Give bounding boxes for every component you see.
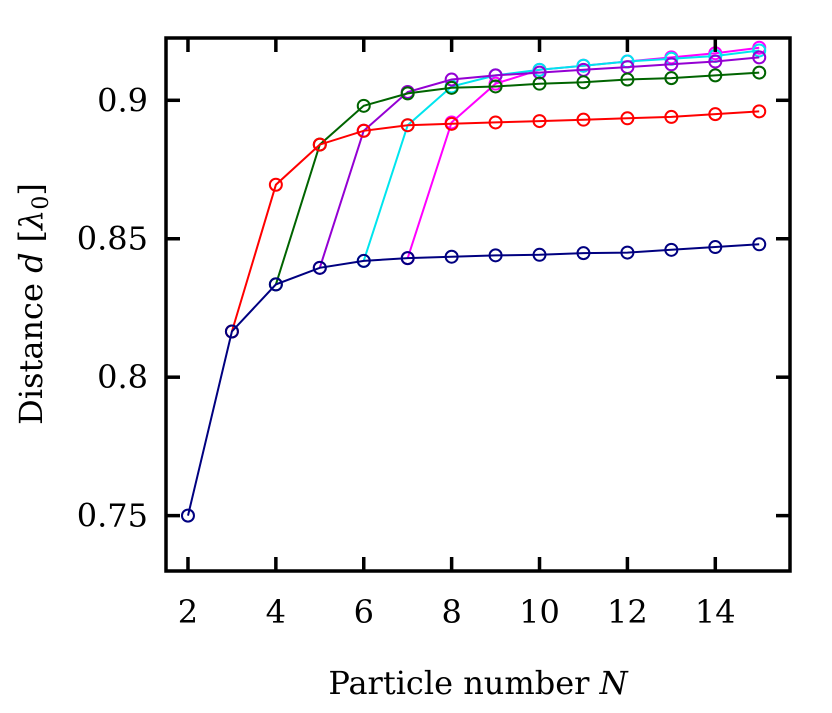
tick-label-layer: 2 4 6 8 10 12 14 0.75 0.8 0.85 0.9	[77, 81, 736, 631]
tick-layer	[166, 38, 790, 571]
data-point	[312, 260, 327, 275]
data-point	[400, 86, 415, 101]
series-line	[187, 243, 760, 516]
data-point	[664, 57, 679, 72]
plot-frame	[164, 36, 792, 573]
series-line	[362, 49, 760, 262]
data-point	[752, 237, 767, 252]
data-point	[576, 75, 591, 90]
series-line	[230, 110, 760, 332]
data-point	[488, 79, 503, 94]
data-point	[576, 58, 591, 73]
series-6	[180, 237, 767, 523]
y-tick-label: 0.75	[77, 497, 148, 535]
data-point	[708, 54, 723, 69]
y-axis-title: Distance d[λ0]	[12, 183, 54, 425]
data-point	[620, 245, 635, 260]
series-2	[356, 43, 767, 268]
data-point	[488, 248, 503, 263]
series-layer	[180, 40, 767, 523]
data-point	[532, 76, 547, 91]
data-point	[752, 50, 767, 65]
data-point	[708, 68, 723, 83]
data-point	[400, 118, 415, 133]
x-tick-label: 2	[178, 593, 198, 631]
y-tick-label: 0.8	[97, 358, 148, 396]
data-point	[268, 277, 283, 292]
series-3	[312, 50, 767, 275]
x-tick-label: 6	[354, 593, 374, 631]
data-point	[444, 72, 459, 87]
x-tick-label: 12	[607, 593, 648, 631]
series-line	[318, 56, 760, 269]
data-point	[620, 111, 635, 126]
data-point	[356, 98, 371, 113]
data-point	[180, 508, 195, 523]
series-line	[274, 71, 760, 285]
series-5	[224, 104, 767, 339]
x-tick-label: 4	[266, 593, 286, 631]
data-point	[664, 242, 679, 257]
data-point	[708, 240, 723, 255]
data-point	[356, 123, 371, 138]
x-tick-label: 8	[441, 593, 461, 631]
data-point	[620, 72, 635, 87]
series-4	[268, 65, 767, 292]
data-point	[444, 116, 459, 131]
x-axis-title: Particle number N	[328, 664, 628, 702]
data-point	[268, 177, 283, 192]
x-tick-label: 10	[519, 593, 560, 631]
data-point	[752, 43, 767, 58]
data-point	[444, 249, 459, 264]
data-point	[664, 71, 679, 86]
data-point	[576, 112, 591, 127]
data-point	[664, 109, 679, 124]
data-point	[444, 80, 459, 95]
data-point	[752, 65, 767, 80]
data-point	[312, 137, 327, 152]
y-tick-label: 0.9	[97, 81, 148, 119]
x-tick-label: 14	[695, 593, 736, 631]
data-point	[708, 107, 723, 122]
data-point	[488, 115, 503, 130]
y-tick-label: 0.85	[77, 220, 148, 258]
data-point	[224, 324, 239, 339]
data-point	[576, 246, 591, 261]
data-point	[356, 253, 371, 268]
data-point	[532, 114, 547, 129]
data-point	[400, 251, 415, 266]
data-point	[752, 104, 767, 119]
data-point	[532, 247, 547, 262]
